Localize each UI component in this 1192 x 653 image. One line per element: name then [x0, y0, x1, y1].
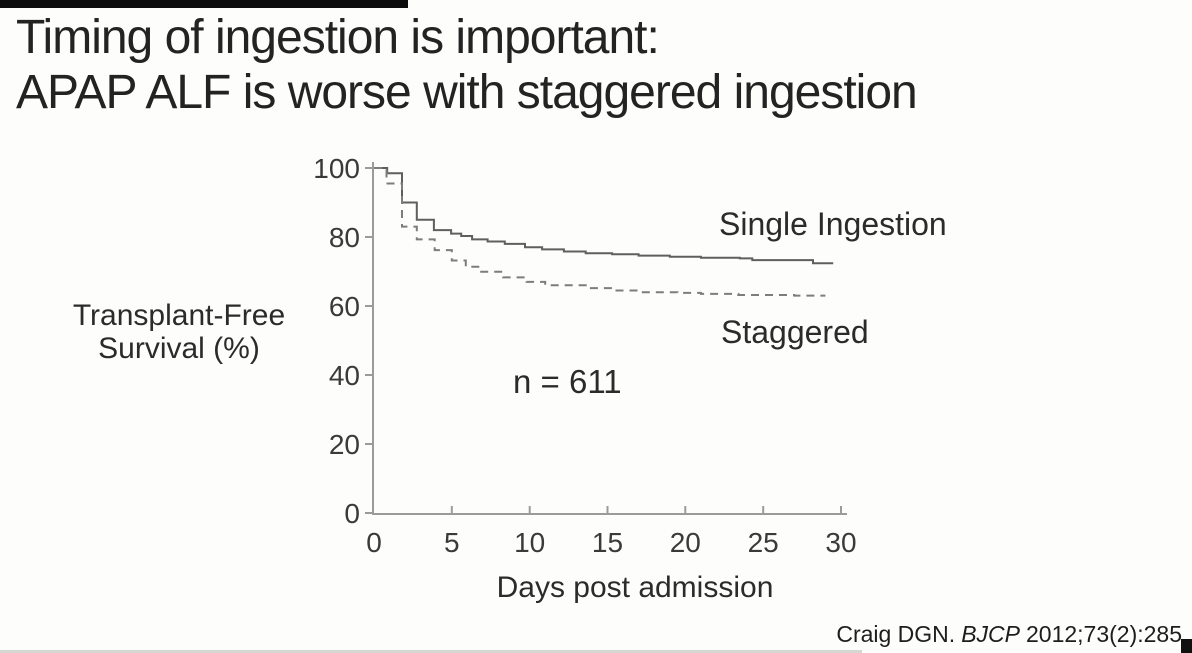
svg-text:15: 15	[592, 527, 623, 558]
y-axis-label: Transplant-Free Survival (%)	[34, 299, 324, 365]
svg-text:40: 40	[329, 360, 360, 391]
svg-text:25: 25	[748, 527, 779, 558]
svg-text:20: 20	[329, 429, 360, 460]
series-label-staggered: Staggered	[721, 314, 869, 350]
svg-text:0: 0	[344, 498, 360, 529]
x-axis-label: Days post admission	[496, 571, 774, 604]
series-label-single-ingestion: Single Ingestion	[719, 206, 947, 242]
slide-title-line-2: APAP ALF is worse with staggered ingesti…	[16, 66, 918, 119]
svg-text:10: 10	[514, 527, 545, 558]
svg-text:80: 80	[329, 222, 360, 253]
y-axis-label-line-1: Transplant-Free	[72, 299, 286, 332]
svg-text:60: 60	[329, 291, 360, 322]
curve-single-ingestion	[374, 167, 834, 265]
slide-title-line-1: Timing of ingestion is important:	[16, 11, 660, 64]
bottom-right-black-mark	[1181, 639, 1192, 653]
top-left-black-bar	[0, 0, 408, 8]
sample-size-annotation: n = 611	[513, 363, 622, 400]
slide-title: Timing of ingestion is important: APAP A…	[16, 10, 918, 120]
citation: Craig DGN. BJCP 2012;73(2):285	[836, 621, 1182, 648]
bottom-edge-strip	[0, 650, 862, 653]
svg-text:30: 30	[825, 527, 856, 558]
y-axis-label-line-2: Survival (%)	[98, 332, 260, 365]
citation-reference: 2012;73(2):285	[1025, 621, 1182, 647]
citation-journal: BJCP	[961, 621, 1020, 647]
svg-text:20: 20	[670, 527, 701, 558]
svg-text:100: 100	[313, 153, 360, 184]
curve-staggered	[374, 167, 826, 297]
svg-text:0: 0	[366, 527, 382, 558]
svg-text:5: 5	[444, 527, 460, 558]
citation-authors: Craig DGN.	[836, 621, 956, 647]
